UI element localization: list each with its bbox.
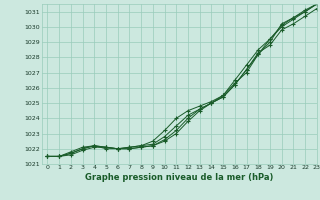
X-axis label: Graphe pression niveau de la mer (hPa): Graphe pression niveau de la mer (hPa) (85, 173, 273, 182)
